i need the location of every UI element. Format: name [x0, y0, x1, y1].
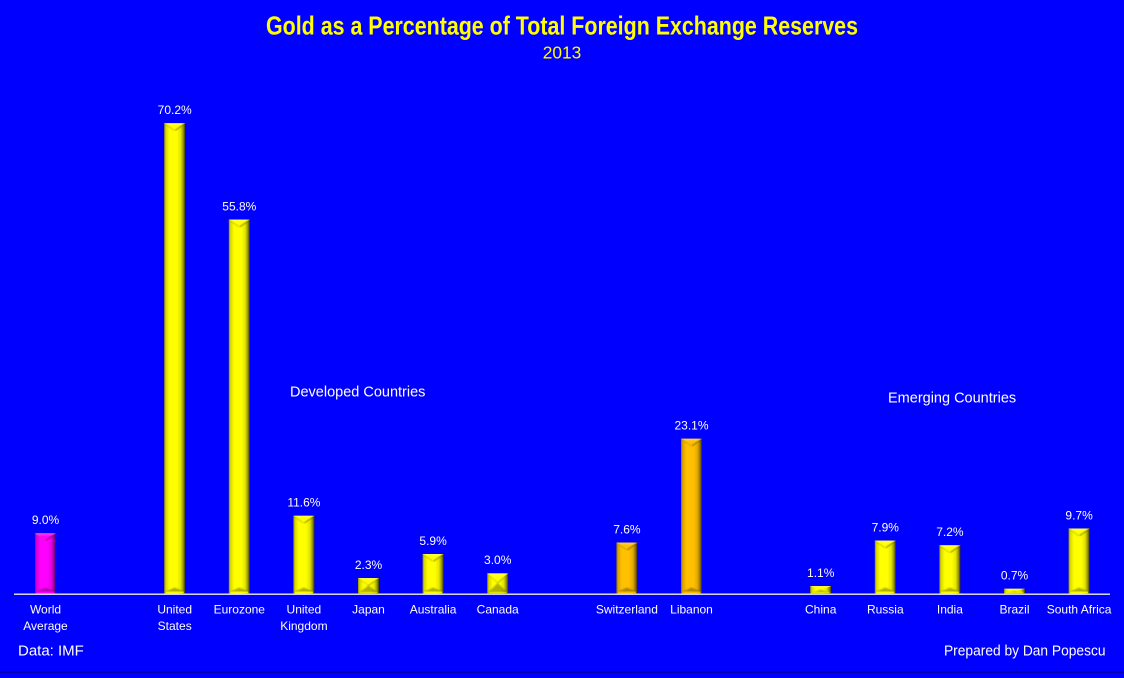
- svg-text:Japan: Japan: [352, 603, 385, 617]
- svg-text:Russia: Russia: [867, 603, 904, 617]
- svg-text:1.1%: 1.1%: [807, 566, 835, 580]
- svg-text:States: States: [158, 619, 192, 633]
- svg-text:Prepared by Dan Popescu: Prepared by Dan Popescu: [944, 643, 1106, 660]
- svg-text:5.9%: 5.9%: [419, 534, 447, 548]
- svg-text:7.9%: 7.9%: [872, 520, 900, 534]
- svg-text:Gold as a Percentage of Total: Gold as a Percentage of Total Foreign Ex…: [266, 11, 858, 41]
- svg-text:23.1%: 23.1%: [674, 419, 708, 433]
- svg-text:Developed Countries: Developed Countries: [290, 385, 425, 401]
- svg-text:7.2%: 7.2%: [936, 525, 964, 539]
- svg-text:2013: 2013: [543, 43, 582, 63]
- svg-text:China: China: [805, 603, 837, 617]
- svg-text:Libanon: Libanon: [670, 603, 713, 617]
- svg-text:3.0%: 3.0%: [484, 553, 512, 567]
- svg-text:11.6%: 11.6%: [287, 496, 320, 510]
- svg-text:Emerging Countries: Emerging Countries: [888, 390, 1016, 406]
- svg-text:9.7%: 9.7%: [1065, 508, 1093, 522]
- svg-text:0.7%: 0.7%: [1001, 569, 1029, 583]
- svg-text:7.6%: 7.6%: [613, 522, 641, 536]
- svg-text:Eurozone: Eurozone: [214, 603, 266, 617]
- svg-text:Canada: Canada: [477, 603, 519, 617]
- svg-text:Switzerland: Switzerland: [596, 603, 658, 617]
- svg-text:2.3%: 2.3%: [355, 558, 383, 572]
- svg-text:United: United: [287, 603, 322, 617]
- svg-text:Brazil: Brazil: [999, 603, 1029, 617]
- svg-text:70.2%: 70.2%: [158, 103, 192, 117]
- svg-text:Data: IMF: Data: IMF: [18, 643, 84, 660]
- svg-text:World: World: [30, 603, 61, 617]
- svg-text:India: India: [937, 603, 963, 617]
- svg-text:Kingdom: Kingdom: [280, 619, 327, 633]
- svg-text:Australia: Australia: [410, 603, 457, 617]
- svg-text:55.8%: 55.8%: [222, 199, 256, 213]
- svg-text:South Africa: South Africa: [1047, 603, 1112, 617]
- svg-text:Average: Average: [23, 619, 68, 633]
- svg-text:United: United: [157, 603, 192, 617]
- svg-text:9.0%: 9.0%: [32, 513, 60, 527]
